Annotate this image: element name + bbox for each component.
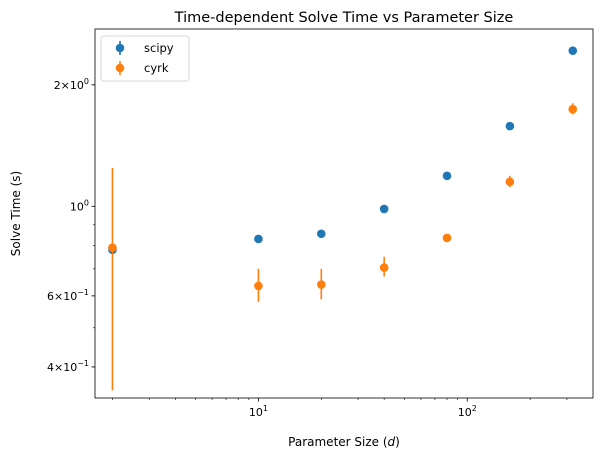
point-scipy bbox=[505, 121, 515, 131]
x-tick-label: 102 bbox=[458, 404, 477, 419]
x-tick-label: 101 bbox=[249, 404, 268, 419]
point-scipy bbox=[568, 46, 578, 55]
plot-area bbox=[95, 29, 593, 398]
point-cyrk bbox=[254, 281, 263, 291]
point-cyrk bbox=[379, 263, 389, 272]
series-layer bbox=[108, 46, 578, 391]
point-cyrk bbox=[316, 280, 326, 289]
point-scipy bbox=[316, 229, 326, 239]
y-tick-label: 2×100 bbox=[54, 77, 89, 92]
chart-title: Time-dependent Solve Time vs Parameter S… bbox=[174, 10, 514, 26]
point-scipy bbox=[379, 204, 389, 214]
x-axis-label: Parameter Size (d) bbox=[288, 435, 400, 449]
point-cyrk bbox=[568, 104, 578, 114]
y-tick-label: 6×10−1 bbox=[47, 288, 89, 303]
point-scipy bbox=[254, 234, 263, 244]
y-tick-label: 4×10−1 bbox=[47, 359, 89, 374]
point-scipy bbox=[442, 171, 452, 181]
legend-marker-scipy bbox=[115, 43, 125, 53]
plot-frame bbox=[94, 28, 594, 399]
y-tick-label: 100 bbox=[70, 198, 89, 213]
legend-label-cyrk: cyrk bbox=[144, 61, 169, 75]
legend-marker-cyrk bbox=[115, 63, 125, 73]
major-ticks: 101 102 4×10−1 6×10−1 100 2×100 bbox=[47, 77, 477, 419]
point-cyrk bbox=[505, 177, 515, 187]
legend-label-scipy: scipy bbox=[144, 41, 174, 55]
point-cyrk bbox=[108, 243, 117, 252]
point-cyrk bbox=[442, 233, 452, 243]
legend: scipy cyrk bbox=[100, 35, 190, 82]
y-axis-label: Solve Time (s) bbox=[9, 171, 23, 256]
